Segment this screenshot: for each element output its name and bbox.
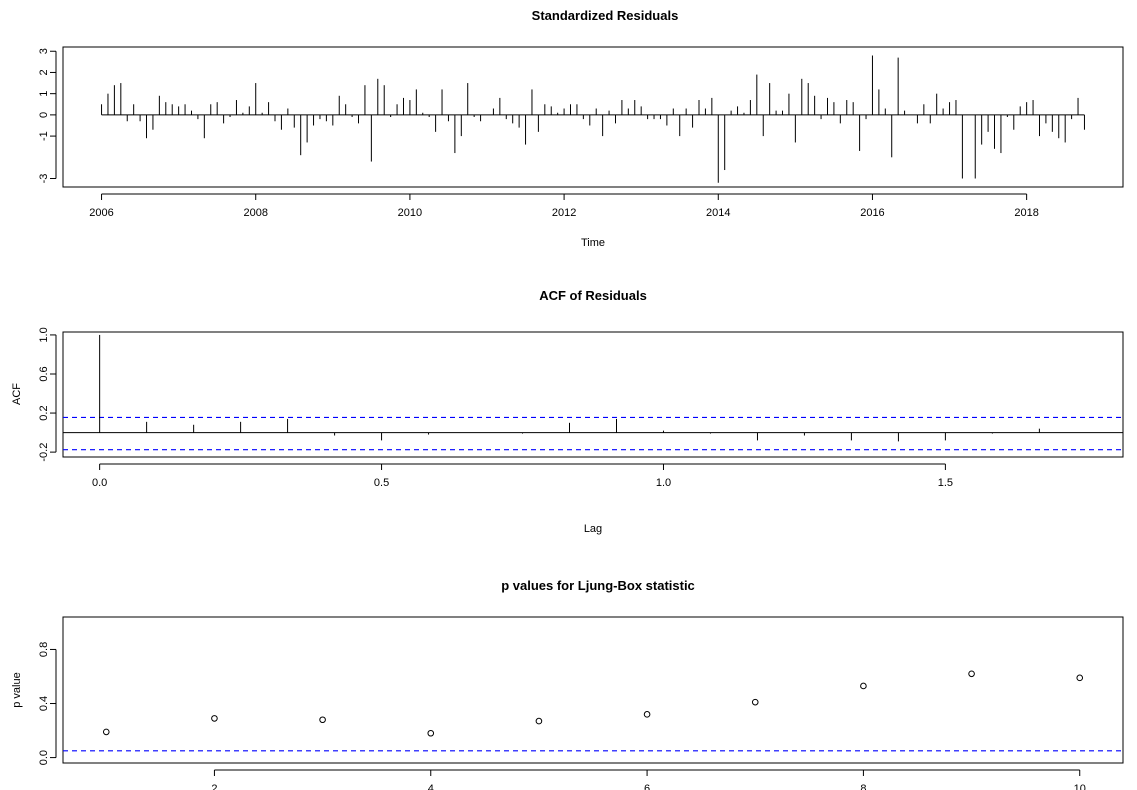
- p2-xtick-label: 1.0: [656, 477, 671, 489]
- p2-xtick-label: 0.5: [374, 477, 389, 489]
- panel-ljung-box: p values for Ljung-Box statistic 2 4 6 8 10 0…: [11, 578, 1124, 790]
- p3-xtick-label: 2: [211, 783, 217, 790]
- p3-xtick-label: 8: [860, 783, 866, 790]
- panel2-ylabel: ACF: [11, 383, 23, 405]
- p3-ytick-label: 0.8: [38, 642, 50, 657]
- panel3-marks: [63, 670, 1123, 752]
- p1-ytick-label: 0: [38, 112, 50, 118]
- panel-acf-residuals: ACF of Residuals 0.0 0.5 1.0 1.5 -0.2 0.2 0.6 1…: [11, 288, 1124, 535]
- panel2-axis-ticks: 0.0 0.5 1.0 1.5 -0.2 0.2 0.6 1.0: [38, 327, 953, 489]
- p1-xtick-label: 2010: [398, 207, 422, 219]
- p2-ytick-label: 0.6: [38, 366, 50, 381]
- p2-ytick-label: -0.2: [38, 443, 50, 462]
- panel3-title: p values for Ljung-Box statistic: [501, 578, 695, 593]
- p1-xtick-label: 2012: [552, 207, 576, 219]
- pvalue-point: [102, 728, 110, 736]
- p1-xtick-label: 2006: [89, 207, 113, 219]
- p3-ytick-label: 0.4: [38, 696, 50, 711]
- panel2-frame: [62, 331, 1124, 458]
- pvalue-point: [968, 670, 975, 678]
- pvalue-point: [643, 711, 651, 718]
- p1-ytick-label: 1: [38, 91, 50, 97]
- panel1-axis-ticks: 2006 2008 2010 2012 2014 2016 2018 -3 -1 0 1 2 3: [38, 48, 1039, 219]
- pvalue-point: [751, 698, 759, 706]
- panel3-ylabel: p value: [11, 672, 23, 707]
- p3-xtick-label: 6: [644, 783, 650, 790]
- p2-xtick-label: 1.5: [938, 477, 953, 489]
- p2-ytick-label: 1.0: [38, 327, 50, 342]
- panel-standardized-residuals: Standardized Residuals 2006 2008 2010 2012 2…: [38, 8, 1124, 249]
- pvalue-point: [1076, 674, 1084, 682]
- panel1-title: Standardized Residuals: [532, 8, 679, 23]
- pvalue-point: [211, 715, 218, 722]
- panel3-axis-ticks: 2 4 6 8 10 0.0 0.4 0.8: [38, 642, 1086, 790]
- p1-xtick-label: 2008: [243, 207, 267, 219]
- p2-ytick-label: 0.2: [38, 405, 50, 420]
- panel2-marks: [63, 334, 1123, 451]
- p3-ytick-label: 0.0: [38, 750, 50, 765]
- pvalue-point: [319, 716, 326, 724]
- panel1-xlabel: Time: [581, 237, 605, 249]
- p1-xtick-label: 2016: [860, 207, 884, 219]
- panel3-frame: [62, 616, 1124, 764]
- p2-xtick-label: 0.0: [92, 477, 107, 489]
- p3-xtick-label: 4: [428, 783, 434, 790]
- panel2-title: ACF of Residuals: [539, 288, 647, 303]
- panel2-xlabel: Lag: [584, 523, 602, 535]
- p1-ytick-label: 3: [38, 48, 50, 54]
- p3-xtick-label: 10: [1074, 783, 1086, 790]
- p1-ytick-label: -1: [38, 131, 50, 141]
- panel1-frame: [62, 46, 1124, 188]
- p1-xtick-label: 2014: [706, 207, 730, 219]
- pvalue-point: [427, 729, 435, 737]
- p1-ytick-label: -3: [38, 174, 50, 184]
- p1-ytick-label: 2: [38, 69, 50, 75]
- pvalue-point: [535, 717, 543, 725]
- panel1-marks: [101, 55, 1085, 183]
- p1-xtick-label: 2018: [1014, 207, 1038, 219]
- pvalue-point: [860, 682, 867, 690]
